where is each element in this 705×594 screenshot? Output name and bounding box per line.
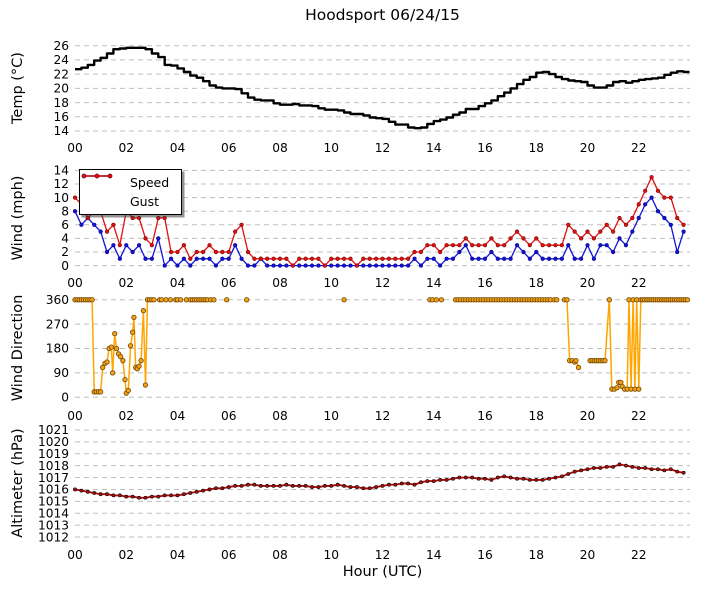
svg-text:08: 08 xyxy=(272,548,288,562)
svg-text:0: 0 xyxy=(61,259,69,273)
svg-text:02: 02 xyxy=(118,276,134,290)
svg-text:12: 12 xyxy=(375,409,391,423)
svg-text:04: 04 xyxy=(170,548,186,562)
svg-text:00: 00 xyxy=(67,141,83,155)
svg-text:2: 2 xyxy=(61,245,69,259)
svg-text:00: 00 xyxy=(67,409,83,423)
svg-text:12: 12 xyxy=(375,548,391,562)
svg-text:1021: 1021 xyxy=(38,423,69,437)
speed-legend-label: Speed xyxy=(130,175,170,190)
svg-text:18: 18 xyxy=(528,409,544,423)
svg-text:24: 24 xyxy=(53,53,69,67)
svg-text:4: 4 xyxy=(61,232,69,246)
svg-text:08: 08 xyxy=(272,276,288,290)
svg-text:10: 10 xyxy=(323,276,339,290)
svg-text:06: 06 xyxy=(221,141,237,155)
svg-text:22: 22 xyxy=(631,141,647,155)
svg-text:14: 14 xyxy=(53,164,69,178)
svg-text:26: 26 xyxy=(53,39,69,53)
svg-text:90: 90 xyxy=(53,366,69,380)
svg-text:06: 06 xyxy=(221,409,237,423)
svg-text:16: 16 xyxy=(477,409,493,423)
altimeter-axis-label: Altimeter (hPa) xyxy=(10,428,26,538)
gust-legend-label: Gust xyxy=(130,194,160,209)
svg-text:14: 14 xyxy=(426,141,442,155)
svg-text:180: 180 xyxy=(46,342,69,356)
svg-text:16: 16 xyxy=(53,110,69,124)
svg-text:10: 10 xyxy=(323,548,339,562)
svg-text:00: 00 xyxy=(67,276,83,290)
svg-text:02: 02 xyxy=(118,409,134,423)
svg-text:1016: 1016 xyxy=(38,483,69,497)
svg-text:02: 02 xyxy=(118,141,134,155)
svg-text:14: 14 xyxy=(426,276,442,290)
svg-text:18: 18 xyxy=(528,141,544,155)
svg-text:270: 270 xyxy=(46,317,69,331)
svg-text:1020: 1020 xyxy=(38,435,69,449)
svg-text:12: 12 xyxy=(375,141,391,155)
svg-text:08: 08 xyxy=(272,409,288,423)
svg-text:22: 22 xyxy=(53,67,69,81)
svg-text:12: 12 xyxy=(53,177,69,191)
svg-text:14: 14 xyxy=(426,548,442,562)
svg-text:16: 16 xyxy=(477,548,493,562)
svg-text:14: 14 xyxy=(426,409,442,423)
svg-text:18: 18 xyxy=(528,276,544,290)
svg-text:1014: 1014 xyxy=(38,506,69,520)
svg-text:22: 22 xyxy=(631,409,647,423)
svg-text:1018: 1018 xyxy=(38,459,69,473)
svg-text:10: 10 xyxy=(53,191,69,205)
x-axis-label: Hour (UTC) xyxy=(342,564,423,580)
svg-text:6: 6 xyxy=(61,218,69,232)
svg-text:20: 20 xyxy=(580,141,596,155)
svg-text:04: 04 xyxy=(170,141,186,155)
svg-text:10: 10 xyxy=(323,409,339,423)
svg-text:20: 20 xyxy=(580,276,596,290)
svg-text:18: 18 xyxy=(528,548,544,562)
svg-text:08: 08 xyxy=(272,141,288,155)
svg-text:1013: 1013 xyxy=(38,518,69,532)
svg-text:02: 02 xyxy=(118,548,134,562)
svg-text:00: 00 xyxy=(67,548,83,562)
svg-text:06: 06 xyxy=(221,548,237,562)
svg-text:16: 16 xyxy=(477,141,493,155)
svg-text:22: 22 xyxy=(631,548,647,562)
svg-text:14: 14 xyxy=(53,124,69,138)
svg-text:16: 16 xyxy=(477,276,493,290)
svg-text:10: 10 xyxy=(323,141,339,155)
svg-text:8: 8 xyxy=(61,204,69,218)
svg-text:1012: 1012 xyxy=(38,530,69,544)
svg-text:22: 22 xyxy=(631,276,647,290)
chart-title: Hoodsport 06/24/15 xyxy=(305,6,460,24)
svg-text:04: 04 xyxy=(170,409,186,423)
svg-text:1019: 1019 xyxy=(38,447,69,461)
legend: Speed Gust xyxy=(79,169,183,215)
svg-text:04: 04 xyxy=(170,276,186,290)
gust-legend-line xyxy=(81,173,120,208)
svg-text:20: 20 xyxy=(580,409,596,423)
svg-text:06: 06 xyxy=(221,276,237,290)
svg-text:18: 18 xyxy=(53,96,69,110)
svg-text:360: 360 xyxy=(46,293,69,307)
svg-text:0: 0 xyxy=(61,390,69,404)
svg-text:20: 20 xyxy=(53,82,69,96)
svg-text:1017: 1017 xyxy=(38,471,69,485)
legend-item-gust: Gust xyxy=(81,173,169,211)
svg-text:12: 12 xyxy=(375,276,391,290)
svg-text:20: 20 xyxy=(580,548,596,562)
svg-text:1015: 1015 xyxy=(38,495,69,509)
